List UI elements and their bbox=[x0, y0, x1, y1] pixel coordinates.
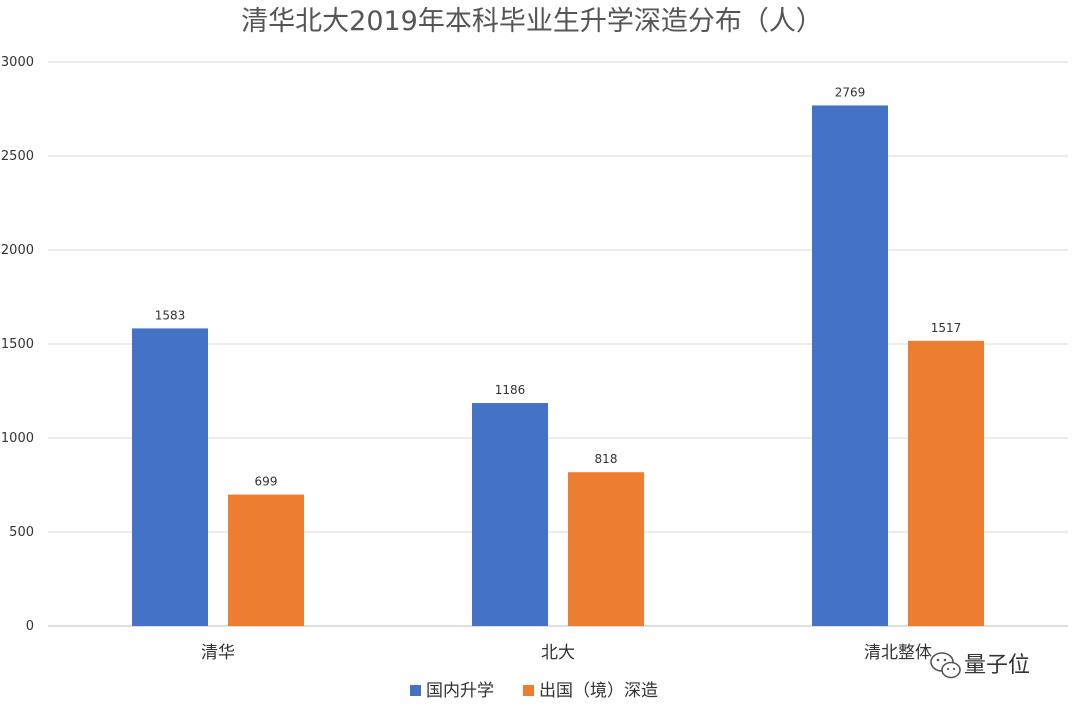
x-category-label: 清华 bbox=[201, 643, 235, 663]
legend-swatch bbox=[410, 685, 421, 696]
y-tick-label: 2500 bbox=[1, 149, 34, 164]
data-label: 1186 bbox=[495, 383, 526, 397]
legend-swatch bbox=[523, 685, 534, 696]
y-tick-label: 1000 bbox=[1, 431, 34, 446]
legend: 国内升学 出国（境）深造 bbox=[410, 681, 658, 701]
bar bbox=[568, 472, 644, 626]
y-tick-label: 2000 bbox=[1, 243, 34, 258]
data-label: 699 bbox=[255, 475, 278, 489]
wechat-icon bbox=[930, 652, 961, 679]
y-tick-label: 1500 bbox=[1, 337, 34, 352]
legend-label: 出国（境）深造 bbox=[539, 681, 658, 701]
data-label: 1583 bbox=[155, 308, 186, 322]
y-tick-label: 0 bbox=[26, 619, 34, 634]
data-labels: 1583 699 1186 818 2769 1517 bbox=[155, 85, 962, 488]
data-label: 818 bbox=[595, 452, 618, 466]
x-category-label: 北大 bbox=[541, 643, 575, 663]
bars bbox=[132, 105, 984, 627]
y-tick-label: 500 bbox=[9, 525, 34, 540]
y-tick-label: 3000 bbox=[1, 55, 34, 70]
bar bbox=[812, 105, 888, 627]
watermark-text: 量子位 bbox=[964, 653, 1030, 678]
legend-label: 国内升学 bbox=[426, 681, 494, 701]
bar bbox=[228, 494, 304, 626]
watermark: 量子位 bbox=[930, 652, 1030, 679]
bar bbox=[132, 328, 208, 626]
gridlines bbox=[48, 61, 1068, 627]
chart-title: 清华北大2019年本科毕业生升学深造分布（人） bbox=[241, 6, 823, 37]
data-label: 2769 bbox=[835, 85, 866, 99]
x-axis-category-labels: 清华 北大 清北整体 bbox=[201, 643, 932, 663]
data-label: 1517 bbox=[931, 321, 962, 335]
bar bbox=[472, 403, 548, 626]
x-category-label: 清北整体 bbox=[864, 643, 932, 663]
y-axis-tick-labels: 0 500 1000 1500 2000 2500 3000 bbox=[1, 55, 34, 634]
bar bbox=[908, 340, 984, 626]
